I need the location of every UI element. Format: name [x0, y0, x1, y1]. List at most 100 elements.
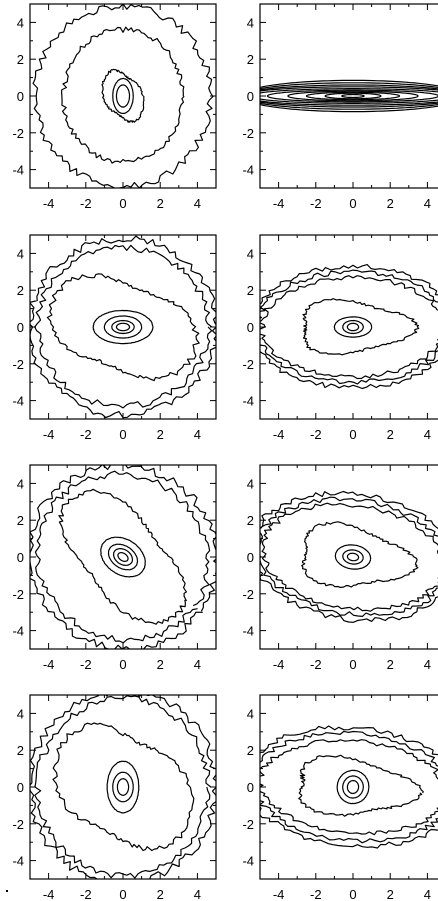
contour-level-9 [260, 82, 438, 110]
y-tick-label: -4 [242, 163, 254, 178]
contour-level-1 [115, 322, 131, 332]
y-tick-label: 4 [247, 476, 254, 491]
y-tick-label: 2 [17, 513, 24, 528]
y-tick-label: 4 [247, 15, 254, 30]
contour-group [260, 79, 438, 113]
contour-level-6 [260, 496, 438, 618]
contour-level-3 [305, 91, 401, 101]
contour-level-7 [260, 86, 438, 106]
y-tick-label: 0 [17, 780, 24, 795]
contour-level-4 [100, 536, 146, 578]
y-tick-label: -2 [12, 357, 24, 372]
y-tick-label: -2 [12, 817, 24, 832]
x-tick-label: 4 [194, 657, 201, 672]
contour-group [260, 264, 438, 390]
y-tick-label: -2 [242, 357, 254, 372]
y-tick-label: 0 [17, 320, 24, 335]
x-tick-label: -2 [80, 657, 92, 672]
x-tick-label: 0 [349, 887, 356, 901]
x-tick-label: 4 [424, 427, 431, 442]
contour-level-2 [342, 319, 364, 335]
y-tick-label: 0 [17, 550, 24, 565]
contour-group [32, 4, 214, 188]
panel-r3-c2: -4 -2 0 2 4 4 2 0 -2 -4 [242, 464, 438, 672]
contour-level-2 [342, 549, 364, 565]
x-tick-label: 2 [157, 657, 164, 672]
y-tick-label: -4 [242, 624, 254, 639]
y-tick-label: -4 [242, 854, 254, 869]
x-tick-label: 0 [349, 427, 356, 442]
contour-level-4 [302, 298, 420, 356]
y-tick-label: -2 [242, 126, 254, 141]
axis-frame [259, 234, 438, 420]
contour-level-3 [333, 316, 373, 338]
x-tick-label: 4 [194, 196, 201, 211]
contour-level-8 [260, 84, 438, 108]
contour-level-2 [111, 319, 135, 335]
contour-level-3 [101, 68, 145, 123]
panel-r2-c2: -4 -2 0 2 4 4 2 0 -2 -4 [242, 234, 438, 442]
x-tick-label: 4 [194, 427, 201, 442]
y-tick-label: 2 [17, 283, 24, 298]
contour-level-5 [46, 273, 200, 382]
contour-level-5 [260, 275, 438, 380]
contour-level-5 [32, 4, 214, 188]
panel-r3-c1: -4 -2 0 2 4 4 2 0 -2 -4 [12, 464, 217, 672]
x-tick-label: -4 [43, 657, 55, 672]
x-tick-label: -2 [310, 887, 322, 901]
axis-frame [259, 3, 438, 189]
y-tick-label: -4 [12, 394, 24, 409]
contour-level-6 [260, 730, 438, 844]
y-tick-label: 0 [247, 780, 254, 795]
contour-level-1 [346, 322, 360, 332]
contour-level-4 [60, 26, 185, 164]
contour-level-2 [112, 77, 134, 115]
contour-level-3 [106, 760, 140, 814]
contour-level-7 [30, 465, 216, 649]
contour-level-5 [58, 488, 188, 625]
y-tick-label: 0 [17, 89, 24, 104]
x-tick-label: 0 [349, 657, 356, 672]
y-tick-label: 2 [247, 283, 254, 298]
y-tick-label: 4 [247, 246, 254, 261]
x-tick-label: 4 [424, 657, 431, 672]
panel-r4-c1: -4 -2 0 2 4 4 2 0 -2 -4 [12, 694, 217, 901]
y-tick-label: 2 [247, 52, 254, 67]
y-tick-label: 0 [247, 89, 254, 104]
axis-frame [29, 464, 217, 650]
x-tick-label: 0 [119, 657, 126, 672]
x-tick-label: -2 [80, 427, 92, 442]
x-tick-label: -4 [273, 887, 285, 901]
axis-frame [259, 694, 438, 880]
contour-level-1 [346, 552, 360, 562]
x-tick-label: 2 [387, 887, 394, 901]
x-tick-label: -4 [273, 657, 285, 672]
contour-level-1 [341, 93, 365, 99]
contour-level-10 [260, 79, 438, 113]
x-tick-label: -2 [80, 887, 92, 901]
x-tick-label: 0 [119, 196, 126, 211]
x-tick-label: 0 [349, 196, 356, 211]
contour-level-4 [298, 754, 424, 817]
contour-group [260, 725, 438, 849]
y-tick-label: 4 [17, 15, 24, 30]
contour-group [260, 490, 438, 623]
panel-r4-c2: -4 -2 0 2 4 4 2 0 -2 -4 [242, 694, 438, 901]
contour-level-7 [260, 264, 438, 390]
y-tick-label: 4 [17, 246, 24, 261]
x-tick-label: 2 [157, 887, 164, 901]
x-tick-label: 4 [194, 887, 201, 901]
contour-level-6 [260, 269, 438, 385]
contour-level-4 [301, 521, 419, 589]
x-tick-label: -4 [43, 887, 55, 901]
contour-level-7 [260, 725, 438, 849]
contour-level-1 [346, 779, 360, 795]
contour-level-2 [324, 92, 382, 100]
y-tick-label: -4 [12, 624, 24, 639]
contour-level-4 [287, 90, 419, 102]
contour-level-6 [34, 470, 211, 644]
y-tick-label: -2 [12, 126, 24, 141]
x-tick-label: 0 [119, 887, 126, 901]
contour-group [30, 235, 216, 419]
contour-level-6 [260, 87, 438, 105]
